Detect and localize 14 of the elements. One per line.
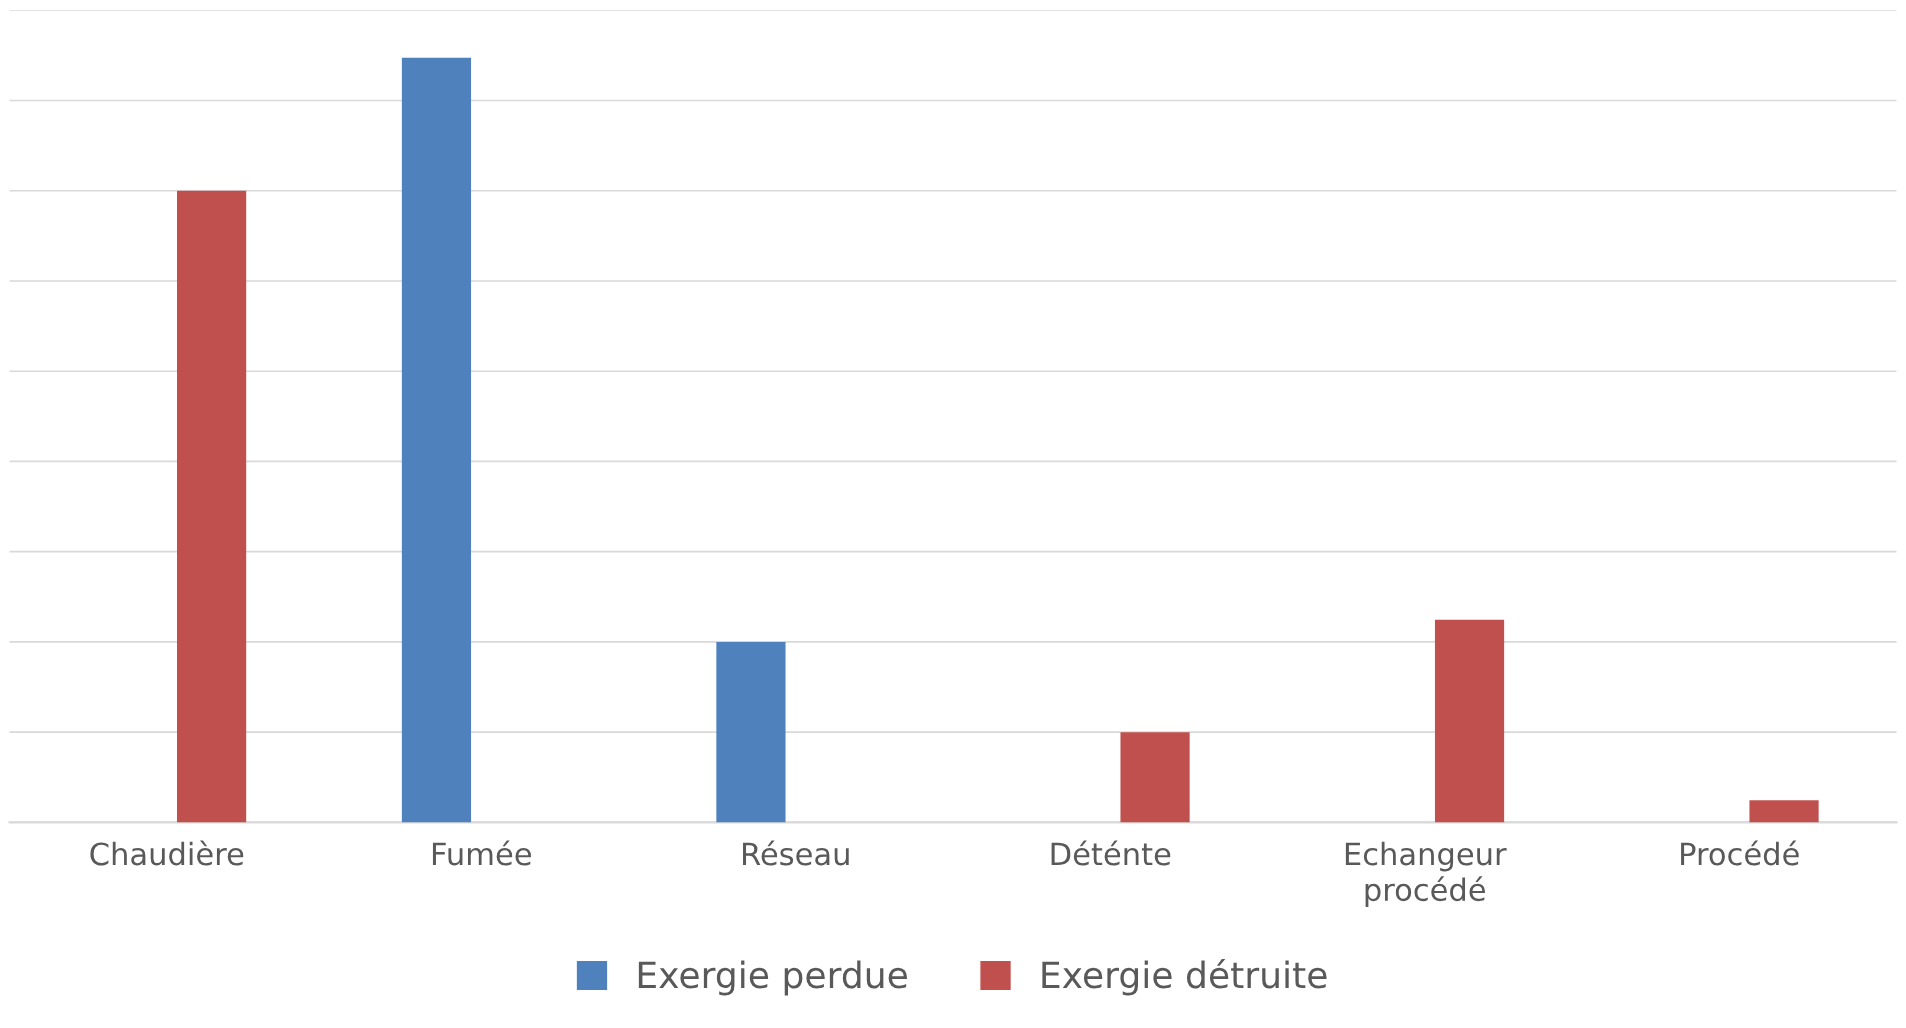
bar: [177, 190, 247, 823]
legend-label: Exergie détruite: [1042, 959, 1327, 996]
bar: [716, 641, 786, 823]
x-tick-label: Chaudière: [90, 840, 244, 866]
bar: [1120, 732, 1190, 823]
x-tick-label: Réseau: [743, 840, 849, 866]
bar: [1434, 619, 1505, 823]
x-tick-label: Echangeur procédé: [1345, 841, 1507, 908]
x-tick-label: Déténte: [1051, 840, 1171, 866]
legend-label: Exergie perdue: [638, 960, 907, 996]
bar: [401, 57, 472, 823]
bar: [1749, 800, 1819, 823]
x-tick-label: Fumée: [432, 840, 531, 866]
x-tick-label: Procédé: [1681, 840, 1799, 866]
